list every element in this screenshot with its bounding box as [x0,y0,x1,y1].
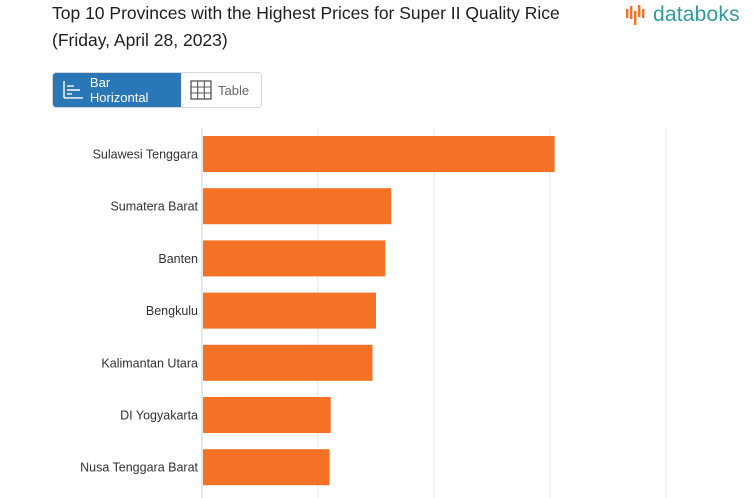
bar[interactable] [203,292,376,329]
category-label: Banten [158,252,198,266]
tab-table-label: Table [218,82,250,98]
table-grid-icon [190,80,212,100]
category-label: DI Yogyakarta [120,409,198,423]
bar[interactable] [203,449,330,486]
category-label: Kalimantan Utara [101,356,198,370]
category-label: Sumatera Barat [110,200,198,214]
category-label: Nusa Tenggara Barat [80,461,198,475]
view-toggle: Bar Horizontal Table [52,72,262,108]
bar-chart-icon [63,81,83,99]
bar[interactable] [203,136,555,172]
category-label: Bengkulu [146,304,198,318]
tab-bar-horizontal-label: Bar Horizontal [89,75,149,105]
bar[interactable] [203,240,386,277]
logo-text: databoks [653,3,740,26]
tab-bar-horizontal[interactable]: Bar Horizontal [53,73,181,107]
category-label: Sulawesi Tenggara [93,148,198,162]
chart-title: Top 10 Provinces with the Highest Prices… [52,3,560,50]
databoks-logo-icon [626,5,645,25]
tab-table[interactable]: Table [181,73,261,107]
bar[interactable] [203,188,392,225]
bar[interactable] [203,397,331,433]
bar[interactable] [203,344,373,381]
databoks-logo[interactable]: databoks [625,2,740,28]
